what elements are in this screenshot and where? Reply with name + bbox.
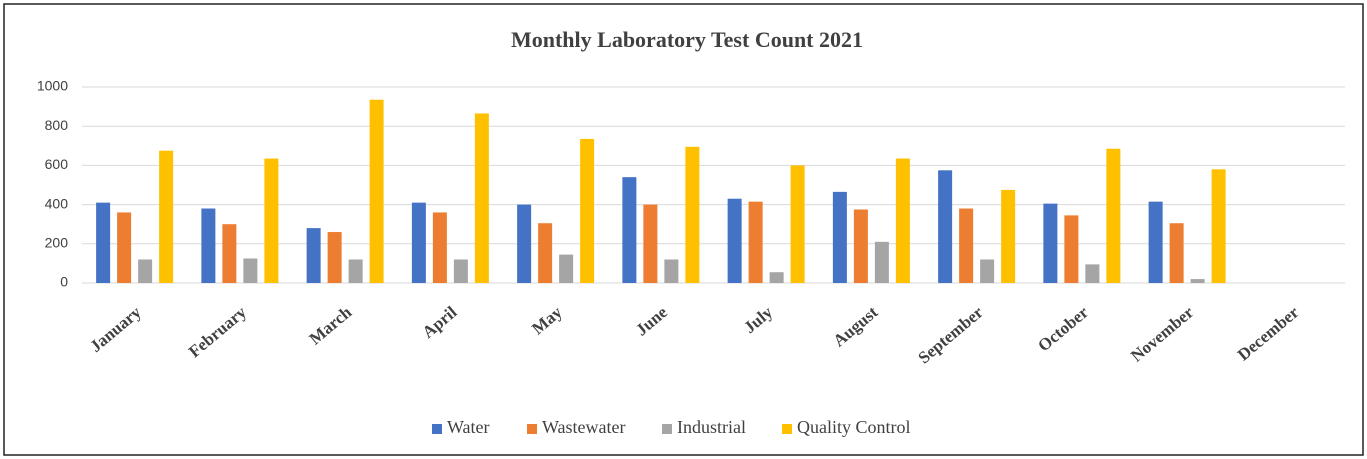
legend-swatch (782, 424, 792, 434)
bar (769, 272, 784, 283)
bar (895, 158, 910, 283)
bar (201, 208, 216, 283)
bar (369, 99, 384, 284)
bar (790, 165, 805, 283)
y-tick-label: 200 (45, 235, 69, 251)
bar (138, 259, 153, 283)
y-tick-label: 800 (45, 117, 69, 133)
bar (559, 254, 574, 283)
bar (453, 259, 468, 283)
bar (159, 150, 174, 283)
bar (643, 204, 658, 283)
bar (1043, 203, 1058, 283)
legend-swatch (527, 424, 537, 434)
bar (1211, 169, 1226, 283)
bar (980, 259, 995, 283)
bar (938, 170, 953, 283)
bar (306, 228, 321, 283)
y-tick-label: 600 (45, 156, 69, 172)
bar (222, 224, 237, 283)
bar (1001, 189, 1016, 283)
bar (348, 259, 363, 283)
chart-title: Monthly Laboratory Test Count 2021 (511, 27, 863, 52)
bar (1106, 148, 1121, 283)
legend-label: Wastewater (542, 417, 626, 437)
y-tick-label: 0 (60, 274, 68, 290)
bar (685, 146, 700, 283)
bar (874, 241, 889, 283)
bar (748, 201, 763, 283)
bar (853, 209, 868, 283)
bar (327, 232, 342, 283)
legend-label: Industrial (677, 417, 746, 437)
bar (622, 177, 637, 283)
bar (264, 158, 279, 283)
legend-swatch (432, 424, 442, 434)
bar (1190, 279, 1205, 283)
y-tick-label: 400 (45, 195, 69, 211)
bar (1064, 215, 1079, 283)
bar (959, 208, 974, 283)
bar (432, 212, 447, 283)
bar (117, 212, 132, 283)
bar (664, 259, 679, 283)
bar (1148, 201, 1163, 283)
legend-label: Water (447, 417, 490, 437)
bar (411, 202, 426, 283)
bar (243, 258, 258, 283)
bar (832, 191, 847, 283)
legend-swatch (662, 424, 672, 434)
bar (538, 223, 553, 283)
legend-label: Quality Control (797, 417, 911, 437)
bar (517, 204, 532, 283)
bar (727, 198, 742, 283)
y-tick-label: 1000 (37, 78, 68, 94)
bar (580, 138, 595, 283)
bar (1085, 264, 1100, 283)
bar (1169, 223, 1184, 283)
bar (474, 113, 489, 284)
bar (96, 202, 111, 283)
